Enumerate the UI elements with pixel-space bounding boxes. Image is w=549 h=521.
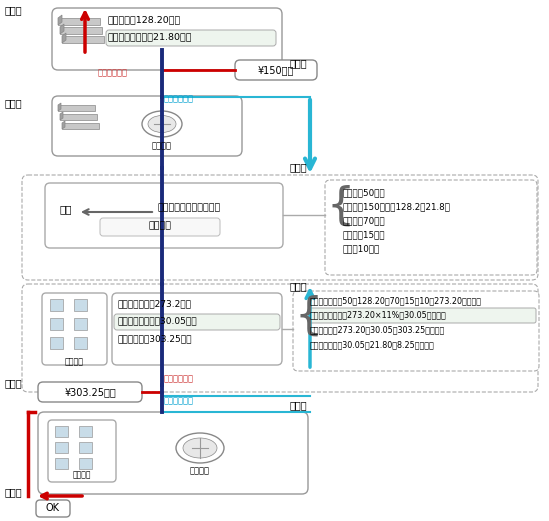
Bar [50, 337, 63, 349]
FancyBboxPatch shape [22, 284, 538, 392]
FancyBboxPatch shape [52, 8, 282, 70]
Bar [55, 442, 68, 453]
FancyBboxPatch shape [52, 96, 242, 156]
Text: OK: OK [46, 503, 60, 513]
Polygon shape [60, 114, 97, 120]
Text: 税前工程造价：50＋128.20＋70＋15＋10＝273.20（万元）: 税前工程造价：50＋128.20＋70＋15＋10＝273.20（万元） [310, 296, 482, 305]
Text: {: { [327, 185, 355, 228]
Text: 应税服务: 应税服务 [73, 470, 91, 479]
Bar [74, 318, 87, 330]
FancyBboxPatch shape [45, 183, 283, 248]
Polygon shape [62, 33, 66, 43]
Bar [74, 337, 87, 349]
FancyBboxPatch shape [42, 293, 107, 365]
FancyBboxPatch shape [112, 293, 282, 365]
FancyBboxPatch shape [325, 180, 537, 275]
Text: 增值税销项税额：30.05万元: 增值税销项税额：30.05万元 [117, 316, 197, 325]
FancyBboxPatch shape [308, 308, 536, 323]
Polygon shape [58, 105, 95, 111]
FancyBboxPatch shape [38, 412, 308, 494]
FancyBboxPatch shape [100, 218, 220, 236]
Polygon shape [58, 18, 100, 25]
Text: ¥303.25万元: ¥303.25万元 [64, 387, 116, 397]
Text: 增值税销项税额：273.20×11%＝30.05（万元）: 增值税销项税额：273.20×11%＝30.05（万元） [310, 310, 447, 319]
Bar [55, 426, 68, 437]
Bar [79, 442, 92, 453]
Text: 应税服务: 应税服务 [148, 221, 171, 230]
Ellipse shape [176, 433, 224, 463]
Text: 承包人的进项: 承包人的进项 [164, 94, 194, 103]
Text: 增值税销项税额：21.80万元: 增值税销项税额：21.80万元 [108, 32, 193, 41]
Text: 税前工程造价：273.2万元: 税前工程造价：273.2万元 [117, 299, 191, 308]
FancyBboxPatch shape [106, 30, 276, 46]
Text: 材料费：150万元（128.2＋21.8）: 材料费：150万元（128.2＋21.8） [343, 202, 451, 211]
FancyBboxPatch shape [36, 500, 70, 517]
Ellipse shape [148, 116, 176, 132]
Text: 人工费：50万元: 人工费：50万元 [343, 188, 386, 197]
Text: 供货商的销项: 供货商的销项 [98, 68, 128, 77]
Ellipse shape [142, 111, 182, 137]
Bar [79, 458, 92, 469]
Text: 承包人: 承包人 [290, 58, 307, 68]
Text: 施工: 施工 [60, 204, 72, 214]
FancyBboxPatch shape [38, 382, 142, 402]
Bar [79, 426, 92, 437]
Text: 发包人: 发包人 [5, 378, 23, 388]
Text: 承包人: 承包人 [290, 281, 307, 291]
Text: 供货商: 供货商 [5, 98, 23, 108]
Text: 供货商: 供货商 [5, 5, 23, 15]
Text: 专用发票: 专用发票 [190, 466, 210, 475]
Text: 承包人: 承包人 [290, 400, 307, 410]
Text: 工程总造价：303.25万元: 工程总造价：303.25万元 [117, 334, 192, 343]
Text: 发包人的进项: 发包人的进项 [164, 396, 194, 405]
Bar [74, 299, 87, 311]
Text: 机械费：70万元: 机械费：70万元 [343, 216, 386, 225]
Text: 承包人: 承包人 [290, 162, 307, 172]
Text: 工程总造价：273.20＋30.05＝303.25（万元）: 工程总造价：273.20＋30.05＝303.25（万元） [310, 325, 445, 334]
Text: {: { [295, 295, 323, 338]
Text: 应税服务: 应税服务 [64, 357, 83, 366]
Polygon shape [60, 112, 63, 120]
Polygon shape [62, 121, 65, 129]
Ellipse shape [183, 438, 217, 458]
Text: 利润：10万元: 利润：10万元 [343, 244, 380, 253]
FancyBboxPatch shape [48, 420, 116, 482]
Text: 专用发票: 专用发票 [152, 141, 172, 150]
Bar [50, 299, 63, 311]
Text: 承包人的销项: 承包人的销项 [164, 374, 194, 383]
Bar [50, 318, 63, 330]
Polygon shape [62, 36, 104, 43]
FancyBboxPatch shape [293, 291, 539, 371]
Bar [55, 458, 68, 469]
Text: 发包人: 发包人 [5, 487, 23, 497]
Polygon shape [60, 27, 102, 34]
Polygon shape [58, 103, 61, 111]
Text: 管理费：15万元: 管理费：15万元 [343, 230, 385, 239]
FancyBboxPatch shape [235, 60, 317, 80]
Polygon shape [60, 24, 64, 34]
Text: 应纳增值税额：30.05－21.80＝8.25（万元）: 应纳增值税额：30.05－21.80＝8.25（万元） [310, 340, 435, 349]
FancyBboxPatch shape [22, 175, 538, 280]
Polygon shape [62, 123, 99, 129]
Text: 除税价格：128.20万元: 除税价格：128.20万元 [108, 15, 181, 24]
Polygon shape [58, 15, 62, 25]
FancyBboxPatch shape [114, 314, 280, 330]
Text: 人工、材料、机械、管理: 人工、材料、机械、管理 [158, 203, 221, 212]
Text: ¥150万元: ¥150万元 [258, 65, 294, 75]
